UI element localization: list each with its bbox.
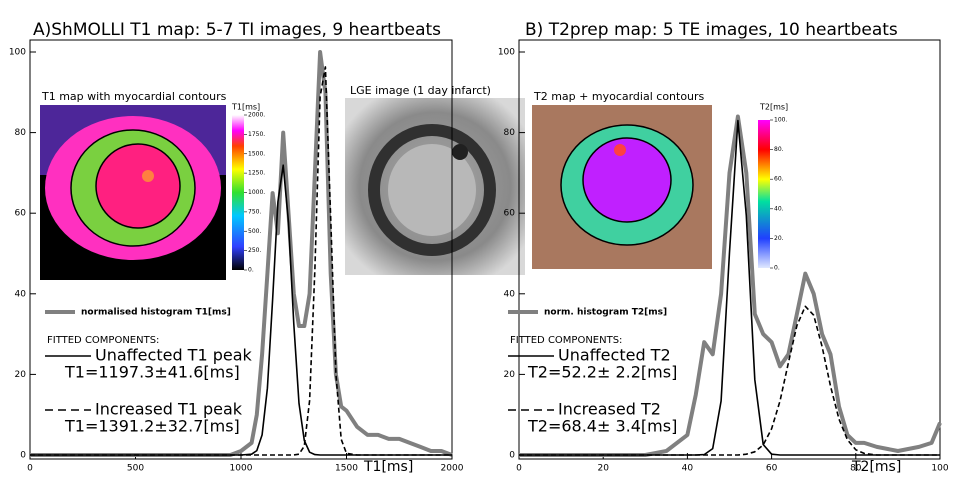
colorbar-label: T2[ms] bbox=[759, 103, 788, 112]
legend-label: Increased T1 peak bbox=[95, 400, 243, 419]
x-axis-label: T2[ms] bbox=[851, 459, 901, 475]
x-tick-label: 80 bbox=[850, 464, 862, 474]
legend-label: normalised histogram T1[ms] bbox=[81, 308, 231, 318]
x-tick-label: 40 bbox=[682, 464, 694, 474]
x-tick-label: 100 bbox=[931, 464, 948, 474]
legend-header: FITTED COMPONENTS: bbox=[510, 335, 622, 346]
colorbar-tick-label: 80. bbox=[774, 146, 784, 153]
y-tick-label: 40 bbox=[15, 289, 27, 299]
y-tick-label: 40 bbox=[504, 289, 516, 299]
y-tick-label: 60 bbox=[504, 209, 516, 219]
chart-title: B) T2prep map: 5 TE images, 10 heartbeat… bbox=[525, 20, 898, 40]
y-tick-label: 0 bbox=[20, 451, 26, 461]
colorbar-tick-label: 20. bbox=[774, 235, 784, 242]
legend-label: Unaffected T2 bbox=[558, 346, 671, 365]
lge-image bbox=[345, 98, 525, 275]
colorbar-tick-label: 1000. bbox=[248, 189, 265, 196]
t2-map-image bbox=[532, 105, 712, 269]
x-tick-label: 20 bbox=[597, 464, 609, 474]
y-tick-label: 20 bbox=[504, 370, 516, 380]
y-tick-label: 20 bbox=[15, 370, 27, 380]
inset-title: T1 map with myocardial contours bbox=[41, 90, 227, 103]
legend-label: Increased T2 bbox=[558, 400, 661, 419]
t2-colorbar bbox=[758, 120, 770, 268]
colorbar-tick-label: 0. bbox=[774, 265, 780, 272]
y-tick-label: 60 bbox=[15, 209, 27, 219]
inset-title: LGE image (1 day infarct) bbox=[350, 84, 491, 97]
x-tick-label: 0 bbox=[27, 464, 33, 474]
x-tick-label: 500 bbox=[127, 464, 144, 474]
colorbar-tick-label: 60. bbox=[774, 176, 784, 183]
legend-header: FITTED COMPONENTS: bbox=[47, 335, 159, 346]
colorbar-tick-label: 1500. bbox=[248, 150, 265, 157]
legend-label: norm. histogram T2[ms] bbox=[544, 308, 667, 318]
x-tick-label: 0 bbox=[516, 464, 522, 474]
colorbar-tick-label: 250. bbox=[248, 247, 261, 254]
y-tick-label: 100 bbox=[9, 48, 26, 58]
inset-title: T2 map + myocardial contours bbox=[533, 90, 705, 103]
plot-frame bbox=[518, 39, 941, 460]
colorbar-tick-label: 100. bbox=[774, 117, 787, 124]
colorbar-tick-label: 2000. bbox=[248, 112, 265, 119]
colorbar-tick-label: 40. bbox=[774, 205, 784, 212]
legend-stats: T2=68.4± 3.4[ms] bbox=[527, 417, 677, 436]
series-line bbox=[30, 66, 452, 456]
colorbar-tick-label: 750. bbox=[248, 208, 261, 215]
colorbar-label: T1[ms] bbox=[231, 103, 260, 112]
colorbar-tick-label: 0. bbox=[248, 267, 254, 274]
legend-stats: T1=1391.2±32.7[ms] bbox=[64, 417, 240, 436]
legend-label: Unaffected T1 peak bbox=[95, 346, 253, 365]
y-tick-label: 100 bbox=[498, 48, 515, 58]
series-line bbox=[519, 114, 942, 457]
t1-colorbar bbox=[232, 115, 244, 270]
x-tick-label: 60 bbox=[766, 464, 778, 474]
legend-stats: T2=52.2± 2.2[ms] bbox=[527, 363, 677, 382]
y-tick-label: 0 bbox=[509, 451, 515, 461]
series-line bbox=[30, 50, 453, 457]
series-line bbox=[519, 305, 940, 456]
x-tick-label: 1000 bbox=[230, 464, 253, 474]
t1-map-image bbox=[40, 105, 226, 280]
series-line bbox=[519, 119, 940, 456]
x-tick-label: 1500 bbox=[335, 464, 358, 474]
chart-title: A)ShMOLLI T1 map: 5-7 TI images, 9 heart… bbox=[33, 20, 441, 40]
colorbar-tick-label: 1750. bbox=[248, 131, 265, 138]
legend-stats: T1=1197.3±41.6[ms] bbox=[64, 363, 240, 382]
x-tick-label: 2000 bbox=[441, 464, 464, 474]
colorbar-tick-label: 1250. bbox=[248, 170, 265, 177]
x-axis-label: T1[ms] bbox=[363, 459, 413, 475]
y-tick-label: 80 bbox=[15, 128, 27, 138]
y-tick-label: 80 bbox=[504, 128, 516, 138]
colorbar-tick-label: 500. bbox=[248, 228, 261, 235]
